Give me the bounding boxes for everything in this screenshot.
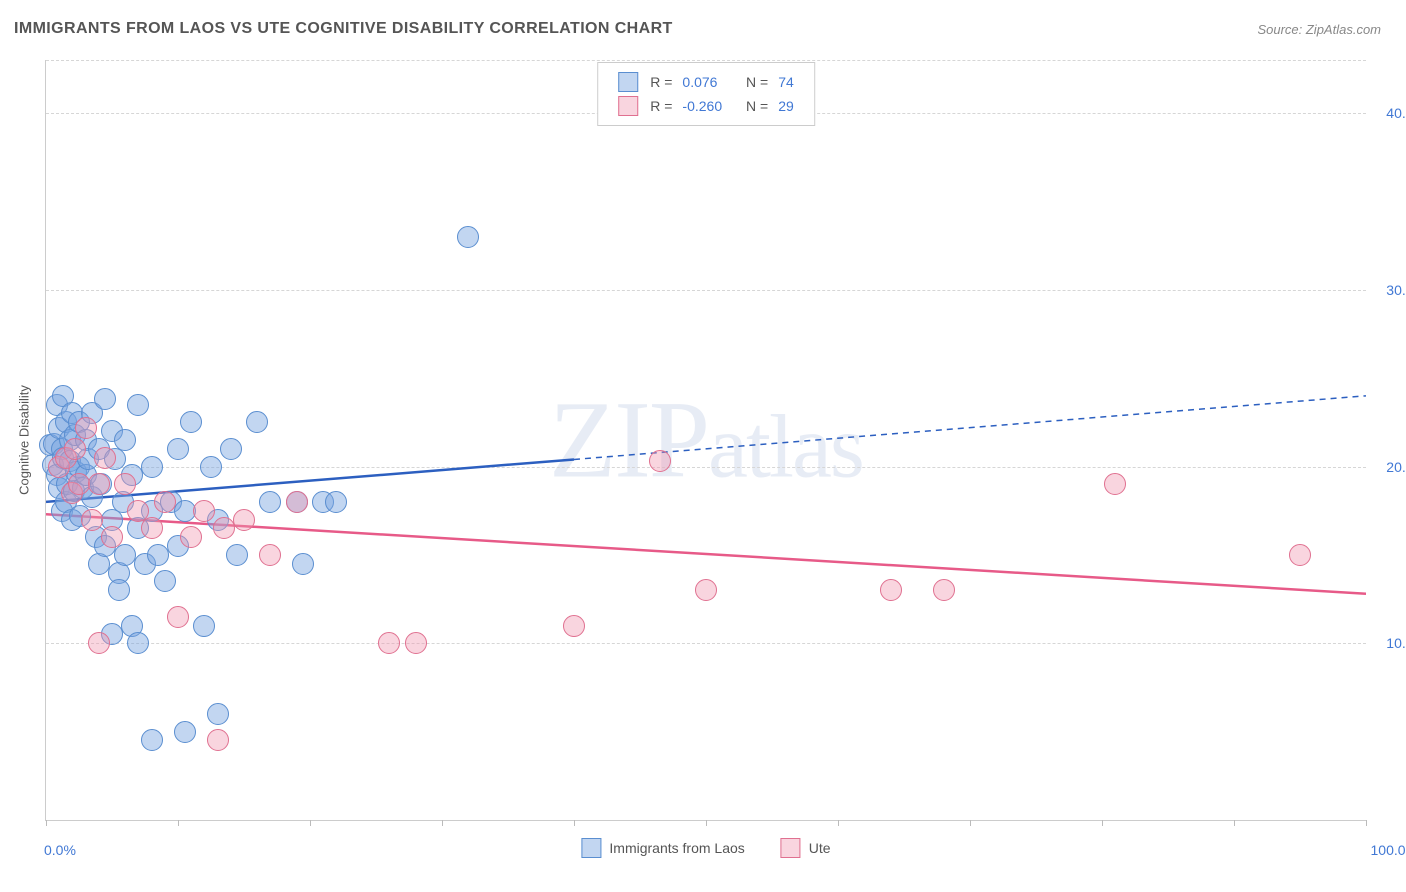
point-series1: [226, 544, 248, 566]
point-series2: [405, 632, 427, 654]
point-series2: [114, 473, 136, 495]
point-series2: [88, 473, 110, 495]
regression-lines: [46, 60, 1366, 820]
x-tick: [1102, 820, 1103, 826]
r-value-series1: 0.076: [678, 71, 726, 93]
chart-plot-area: Cognitive Disability ZIPatlas 10.0%20.0%…: [45, 60, 1366, 821]
point-series2: [213, 517, 235, 539]
source-attribution: Source: ZipAtlas.com: [1257, 22, 1381, 37]
point-series1: [141, 729, 163, 751]
point-series2: [193, 500, 215, 522]
y-tick-label: 10.0%: [1371, 635, 1406, 651]
y-tick-label: 30.0%: [1371, 282, 1406, 298]
point-series2: [88, 632, 110, 654]
point-series2: [259, 544, 281, 566]
point-series2: [141, 517, 163, 539]
point-series1: [220, 438, 242, 460]
point-series2: [933, 579, 955, 601]
point-series2: [154, 491, 176, 513]
point-series1: [147, 544, 169, 566]
swatch-series1-bottom: [581, 838, 601, 858]
legend-row-series2: R = -0.260 N = 29: [614, 95, 798, 117]
point-series1: [325, 491, 347, 513]
x-tick: [970, 820, 971, 826]
point-series2: [207, 729, 229, 751]
r-value-series2: -0.260: [678, 95, 726, 117]
point-series2: [94, 447, 116, 469]
x-tick: [442, 820, 443, 826]
x-tick: [574, 820, 575, 826]
point-series2: [75, 417, 97, 439]
series-legend: Immigrants from Laos Ute: [581, 838, 830, 858]
gridline: [46, 290, 1366, 291]
point-series2: [68, 473, 90, 495]
legend-label-series1: Immigrants from Laos: [609, 840, 744, 856]
x-tick: [838, 820, 839, 826]
point-series1: [259, 491, 281, 513]
n-value-series2: 29: [774, 95, 798, 117]
point-series1: [127, 632, 149, 654]
point-series1: [127, 394, 149, 416]
point-series1: [292, 553, 314, 575]
point-series1: [154, 570, 176, 592]
point-series1: [94, 388, 116, 410]
point-series2: [167, 606, 189, 628]
swatch-series2-bottom: [781, 838, 801, 858]
x-tick: [178, 820, 179, 826]
point-series2: [64, 438, 86, 460]
gridline: [46, 643, 1366, 644]
swatch-series2: [618, 96, 638, 116]
point-series1: [114, 429, 136, 451]
point-series2: [649, 450, 671, 472]
point-series2: [1104, 473, 1126, 495]
point-series2: [101, 526, 123, 548]
point-series2: [563, 615, 585, 637]
point-series1: [207, 703, 229, 725]
legend-label-series2: Ute: [809, 840, 831, 856]
point-series1: [108, 579, 130, 601]
x-tick: [1366, 820, 1367, 826]
n-value-series1: 74: [774, 71, 798, 93]
y-tick-label: 40.0%: [1371, 105, 1406, 121]
x-tick: [46, 820, 47, 826]
point-series2: [286, 491, 308, 513]
point-series1: [246, 411, 268, 433]
point-series1: [174, 721, 196, 743]
point-series2: [1289, 544, 1311, 566]
point-series1: [193, 615, 215, 637]
point-series2: [378, 632, 400, 654]
point-series1: [457, 226, 479, 248]
point-series1: [180, 411, 202, 433]
legend-row-series1: R = 0.076 N = 74: [614, 71, 798, 93]
point-series1: [174, 500, 196, 522]
y-tick-label: 20.0%: [1371, 459, 1406, 475]
point-series2: [81, 509, 103, 531]
gridline: [46, 467, 1366, 468]
point-series2: [880, 579, 902, 601]
y-axis-label: Cognitive Disability: [17, 385, 32, 495]
point-series1: [141, 456, 163, 478]
x-tick: [1234, 820, 1235, 826]
swatch-series1: [618, 72, 638, 92]
point-series2: [695, 579, 717, 601]
point-series1: [114, 544, 136, 566]
x-axis-min-label: 0.0%: [44, 842, 76, 858]
x-tick: [310, 820, 311, 826]
x-tick: [706, 820, 707, 826]
point-series2: [233, 509, 255, 531]
correlation-legend: R = 0.076 N = 74 R = -0.260 N = 29: [597, 62, 815, 126]
gridline: [46, 60, 1366, 61]
point-series2: [180, 526, 202, 548]
point-series1: [167, 438, 189, 460]
x-axis-max-label: 100.0%: [1371, 842, 1406, 858]
chart-title: IMMIGRANTS FROM LAOS VS UTE COGNITIVE DI…: [14, 20, 673, 38]
watermark: ZIPatlas: [549, 377, 863, 504]
point-series1: [200, 456, 222, 478]
